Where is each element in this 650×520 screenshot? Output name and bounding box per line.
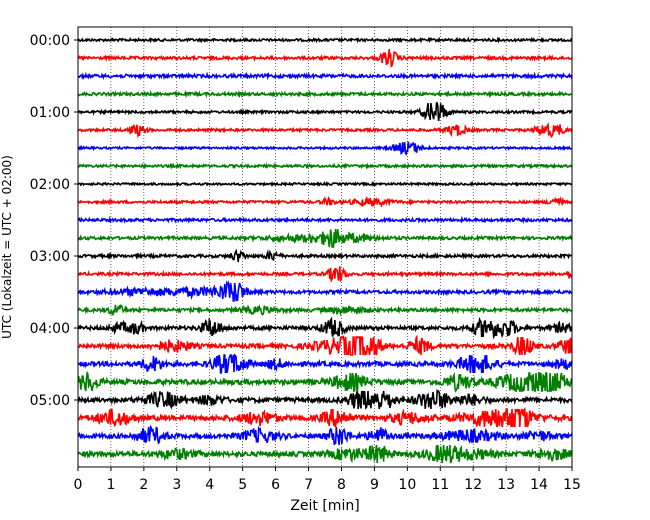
x-tick-label: 11 (431, 477, 449, 493)
trace-row-17 (77, 334, 573, 356)
y-axis-ticks: 00:00 01:00 02:00 03:00 04:00 05:00 (30, 33, 78, 409)
trace-row-22 (77, 424, 573, 445)
x-tick-label: 7 (304, 477, 313, 493)
y-tick-label: 03:00 (30, 249, 70, 265)
trace-row-9 (77, 195, 573, 208)
trace-row-5 (77, 121, 573, 139)
y-tick-label: 00:00 (30, 33, 70, 49)
trace-row-2 (77, 71, 573, 81)
x-tick-label: 5 (238, 477, 247, 493)
x-tick-label: 8 (337, 477, 346, 493)
trace-row-10 (77, 215, 573, 225)
trace-row-11 (77, 228, 573, 248)
trace-row-23 (77, 444, 573, 464)
trace-row-20 (77, 388, 573, 410)
trace-row-14 (77, 280, 573, 302)
vertical-gridlines (110, 27, 540, 467)
x-tick-label: 2 (139, 477, 148, 493)
trace-row-21 (77, 406, 573, 428)
x-tick-label: 9 (370, 477, 379, 493)
x-tick-label: 1 (106, 477, 115, 493)
x-tick-label: 14 (530, 477, 548, 493)
x-tick-label: 12 (464, 477, 482, 493)
trace-row-19 (77, 370, 573, 394)
x-axis-ticks: 0 1 2 3 4 5 6 7 8 9 10 11 12 13 14 15 (74, 467, 581, 493)
trace-row-7 (77, 162, 572, 170)
trace-row-3 (77, 89, 573, 99)
y-tick-label: 05:00 (30, 393, 70, 409)
trace-row-1 (77, 49, 573, 68)
y-axis-label: UTC (Lokalzeit = UTC + 02:00) (0, 155, 14, 339)
trace-row-0 (77, 36, 573, 44)
plot-frame (77, 26, 573, 468)
x-tick-label: 15 (563, 477, 581, 493)
x-axis-label: Zeit [min] (290, 498, 359, 514)
x-tick-label: 10 (398, 477, 416, 493)
trace-row-12 (77, 248, 573, 263)
trace-row-4 (77, 102, 573, 122)
trace-row-6 (77, 141, 573, 156)
y-tick-label: 01:00 (30, 105, 70, 121)
y-tick-label: 04:00 (30, 321, 70, 337)
y-tick-label: 02:00 (30, 177, 70, 193)
trace-row-13 (77, 266, 573, 284)
trace-row-15 (77, 303, 573, 317)
x-tick-label: 0 (74, 477, 83, 493)
x-tick-label: 3 (172, 477, 181, 493)
trace-row-16 (77, 316, 573, 340)
x-tick-label: 13 (497, 477, 515, 493)
x-tick-label: 6 (271, 477, 280, 493)
trace-row-8 (77, 180, 573, 188)
seismic-traces (77, 36, 573, 464)
x-tick-label: 4 (205, 477, 214, 493)
trace-row-18 (77, 353, 573, 375)
